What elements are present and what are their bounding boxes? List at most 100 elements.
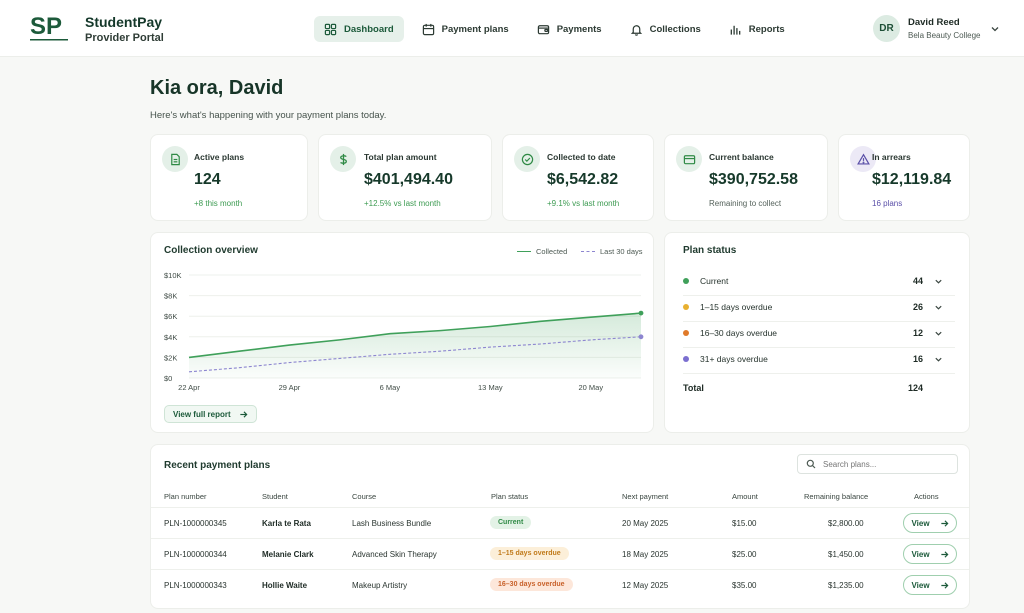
- main-nav: Dashboard Payment plans Payments Collect…: [314, 16, 803, 42]
- cell-course: Makeup Artistry: [352, 581, 408, 590]
- view-full-report-button[interactable]: View full report: [164, 405, 257, 423]
- nav-collections[interactable]: Collections: [620, 16, 711, 42]
- view-button[interactable]: View: [903, 544, 957, 564]
- cell-remaining: $1,235.00: [828, 581, 864, 590]
- kpi-icon-wrap: [514, 146, 540, 172]
- grid-icon: [324, 23, 337, 35]
- collection-overview-card: Collection overview Collected Last 30 da…: [150, 232, 654, 433]
- nav-payments[interactable]: Payments: [527, 16, 612, 42]
- x-tick-label: 20 May: [578, 383, 603, 392]
- arrow-right-icon: [940, 519, 949, 527]
- y-tick-label: $6K: [164, 312, 177, 321]
- kpi-icon-wrap: [850, 146, 876, 172]
- kpi-card-active-plans[interactable]: Active plans 124 +8 this month: [150, 134, 308, 221]
- kpi-value: 124: [194, 171, 221, 188]
- plan-status-title: Plan status: [683, 245, 737, 256]
- arrow-right-icon: [940, 581, 949, 589]
- cell-amount: $25.00: [732, 550, 757, 559]
- card-icon: [683, 154, 695, 164]
- chevron-down-icon[interactable]: [934, 277, 943, 286]
- plan-status-row-31-plus[interactable]: 31+ days overdue 16: [683, 351, 945, 367]
- document-icon: [170, 153, 180, 165]
- recent-payment-plans-card: Recent payment plans Plan number Student…: [150, 444, 970, 609]
- chevron-down-icon[interactable]: [934, 303, 943, 312]
- th-remaining-balance: Remaining balance: [804, 492, 869, 501]
- plan-status-row-1-15[interactable]: 1–15 days overdue 26: [683, 299, 945, 315]
- x-tick-label: 13 May: [478, 383, 503, 392]
- total-count: 124: [907, 383, 923, 393]
- user-org: Bela Beauty College: [908, 31, 981, 40]
- th-amount: Amount: [732, 492, 758, 501]
- search-input[interactable]: [823, 459, 943, 469]
- view-button-label: View: [911, 518, 930, 528]
- divider: [683, 295, 955, 296]
- kpi-card-current-balance[interactable]: Current balance $390,752.58 Remaining to…: [664, 134, 828, 221]
- kpi-label: Active plans: [194, 152, 245, 162]
- nav-reports[interactable]: Reports: [719, 16, 795, 42]
- nav-payments-label: Payments: [556, 23, 602, 35]
- legend-collected: Collected: [517, 247, 567, 256]
- nav-dashboard-label: Dashboard: [344, 23, 394, 35]
- legend-last-30-days: Last 30 days: [581, 247, 643, 256]
- kpi-card-in-arrears[interactable]: In arrears $12,119.84 16 plans: [838, 134, 970, 221]
- nav-collections-label: Collections: [649, 23, 701, 35]
- status-label: 31+ days overdue: [700, 354, 768, 364]
- bar-chart-icon: [730, 25, 741, 35]
- nav-dashboard[interactable]: Dashboard: [314, 16, 404, 42]
- kpi-sub: +9.1% vs last month: [547, 199, 620, 208]
- chevron-down-icon[interactable]: [934, 329, 943, 338]
- x-tick-label: 29 Apr: [279, 383, 301, 392]
- view-full-report-label: View full report: [173, 409, 231, 419]
- kpi-value: $390,752.58: [709, 171, 798, 188]
- cell-amount: $15.00: [732, 519, 757, 528]
- nav-payment-plans[interactable]: Payment plans: [412, 16, 519, 42]
- th-student: Student: [262, 492, 288, 501]
- cell-student: Karla te Rata: [262, 519, 311, 528]
- divider: [683, 373, 955, 374]
- y-tick-label: $0: [164, 374, 172, 383]
- cell-plan-number: PLN-1000000344: [164, 550, 227, 559]
- chevron-down-icon[interactable]: [990, 24, 1000, 34]
- last30-end-point: [638, 334, 644, 340]
- collected-end-point: [638, 310, 644, 316]
- kpi-card-total-plan-amount[interactable]: Total plan amount $401,494.40 +12.5% vs …: [318, 134, 492, 221]
- y-tick-label: $2K: [164, 353, 177, 362]
- chevron-down-icon[interactable]: [934, 355, 943, 364]
- y-tick-label: $8K: [164, 292, 177, 301]
- arrow-right-icon: [239, 410, 248, 418]
- cell-next-payment: 20 May 2025: [622, 519, 669, 528]
- th-plan-number: Plan number: [164, 492, 207, 501]
- th-course: Course: [352, 492, 377, 501]
- y-tick-label: $10K: [164, 271, 182, 280]
- legend-swatch-collected: [517, 251, 531, 252]
- plan-status-card: Plan status Current 44 1–15 days overdue…: [664, 232, 970, 433]
- kpi-sub: +8 this month: [194, 199, 243, 208]
- plan-status-row-16-30[interactable]: 16–30 days overdue 12: [683, 325, 945, 341]
- cell-next-payment: 12 May 2025: [622, 581, 669, 590]
- kpi-card-collected-to-date[interactable]: Collected to date $6,542.82 +9.1% vs las…: [502, 134, 654, 221]
- status-dot: [683, 330, 689, 336]
- plan-status-row-current[interactable]: Current 44: [683, 273, 945, 289]
- status-label: 1–15 days overdue: [700, 302, 773, 312]
- view-button[interactable]: View: [903, 575, 957, 595]
- th-next-payment: Next payment: [622, 492, 669, 501]
- status-badge: 1–15 days overdue: [490, 547, 569, 560]
- status-badge: 16–30 days overdue: [490, 578, 573, 591]
- row-divider: [151, 507, 969, 508]
- status-dot: [683, 304, 689, 310]
- view-button[interactable]: View: [903, 513, 957, 533]
- collected-line: [188, 312, 642, 359]
- cell-student: Hollie Waite: [262, 581, 308, 590]
- studentpay-logo[interactable]: SP: [30, 12, 70, 44]
- user-name: David Reed: [908, 17, 960, 28]
- legend-swatch-last30: [581, 251, 595, 252]
- status-dot: [683, 278, 689, 284]
- check-circle-icon: [521, 153, 533, 165]
- user-menu[interactable]: DR David Reed Bela Beauty College: [873, 15, 999, 42]
- status-count: 12: [912, 328, 923, 338]
- collection-chart: $0 $2K $4K $6K $8K $10K 22 Apr 29 Apr 6 May 13 Ma…: [164, 271, 644, 392]
- last30-line: [188, 336, 642, 373]
- nav-payment-plans-label: Payment plans: [441, 23, 509, 35]
- search-box[interactable]: [797, 454, 958, 474]
- kpi-icon-wrap: [330, 146, 356, 172]
